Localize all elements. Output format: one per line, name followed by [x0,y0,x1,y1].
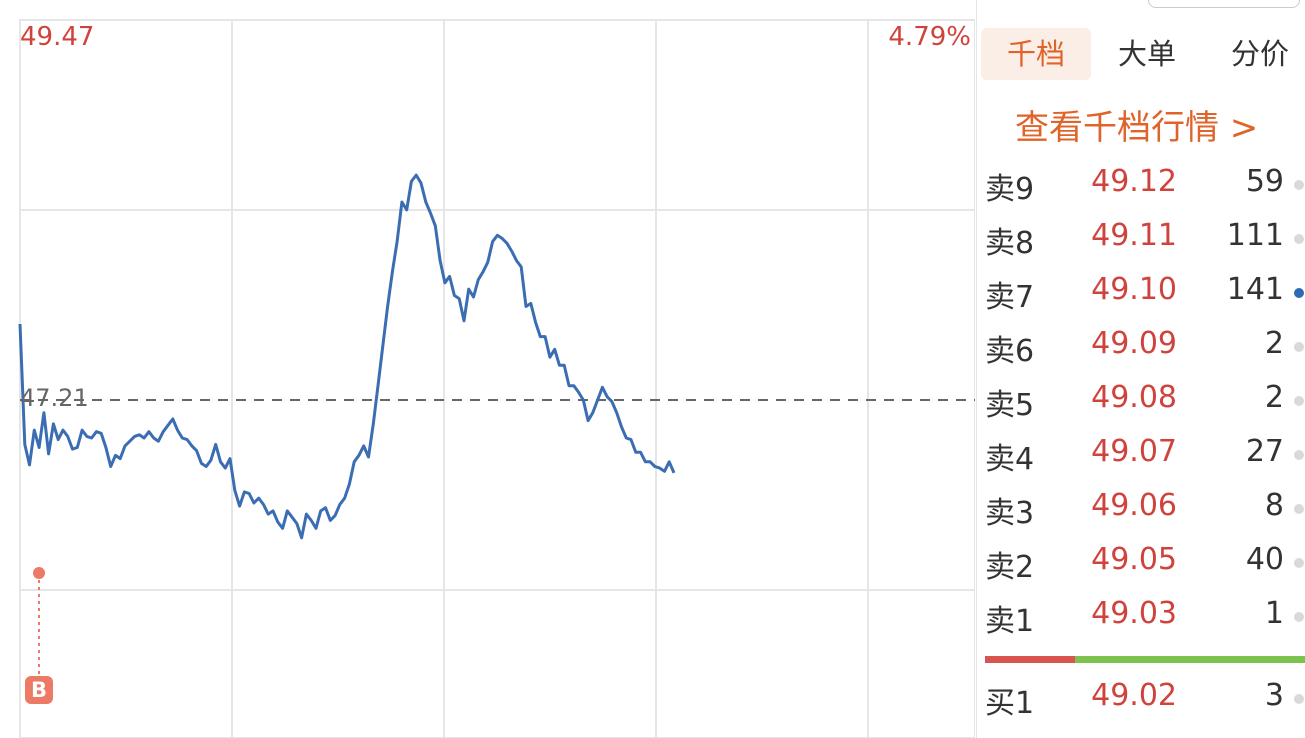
tab-dadan[interactable]: 大单 [1117,37,1176,71]
order-indicator-dot [1294,694,1304,704]
order-indicator-dot [1294,396,1304,406]
sell-order-row[interactable]: 卖6 49.09 2 [977,320,1305,374]
order-indicator-dot [1294,504,1304,514]
order-price: 49.12 [1091,164,1177,199]
intraday-chart[interactable]: 49.47 4.79% 47.21 B [0,0,975,738]
chart-canvas [18,19,975,738]
buy-sell-ratio-bar [985,656,1305,663]
sell-order-row[interactable]: 卖1 49.03 1 [977,590,1305,644]
price-line [18,173,676,540]
order-indicator-dot [1294,558,1304,568]
buy-point-dot [33,567,45,579]
order-label: 卖3 [985,496,1035,531]
order-price: 49.09 [1091,326,1177,361]
buy-ratio-fill [1075,656,1305,663]
order-price: 49.10 [1091,272,1177,307]
order-price: 49.08 [1091,380,1177,415]
sell-order-row[interactable]: 卖8 49.11 111 [977,212,1305,266]
sell-ratio-fill [985,656,1075,663]
tab-qiandang[interactable]: 千档 [981,28,1091,80]
sell-order-row[interactable]: 卖4 49.07 27 [977,428,1305,482]
order-indicator-dot [1294,612,1304,622]
order-volume: 2 [1264,326,1284,361]
view-qiandang-link[interactable]: 查看千档行情 > [1015,108,1259,148]
panel-tabs: 千档 大单 分价 [977,22,1305,86]
order-indicator-dot [1294,450,1304,460]
order-indicator-dot [1294,180,1304,190]
order-volume: 27 [1245,434,1284,469]
order-label: 卖2 [985,550,1035,585]
order-label: 卖4 [985,442,1035,477]
order-label: 卖9 [985,172,1035,207]
order-volume: 1 [1264,596,1284,631]
sell-order-row[interactable]: 卖7 49.10 141 [977,266,1305,320]
order-price: 49.02 [1091,678,1177,713]
order-indicator-dot [1294,342,1304,352]
order-indicator-dot [1294,288,1304,298]
order-price: 49.07 [1091,434,1177,469]
order-book-panel: 千档 大单 分价 查看千档行情 > 卖9 49.12 59 卖8 49.11 111 卖7 4… [976,0,1305,738]
order-label: 卖5 [985,388,1035,423]
chart-border [19,19,975,738]
order-price: 49.06 [1091,488,1177,523]
order-volume: 3 [1264,678,1284,713]
order-label: 卖6 [985,334,1035,369]
order-label: 买1 [985,686,1035,721]
order-price: 49.05 [1091,542,1177,577]
sell-order-row[interactable]: 卖9 49.12 59 [977,158,1305,212]
order-volume: 111 [1226,218,1284,253]
buy-order-row[interactable]: 买1 49.02 3 [977,672,1305,726]
price-high-label: 49.47 [20,22,95,52]
order-volume: 59 [1245,164,1284,199]
order-volume: 8 [1264,488,1284,523]
order-label: 卖1 [985,604,1035,639]
order-price: 49.03 [1091,596,1177,631]
tab-fenjia[interactable]: 分价 [1230,37,1289,71]
order-volume: 2 [1264,380,1284,415]
order-price: 49.11 [1091,218,1177,253]
buy-marker[interactable]: B [25,676,53,704]
order-volume: 141 [1226,272,1284,307]
sell-order-row[interactable]: 卖3 49.06 8 [977,482,1305,536]
order-label: 卖8 [985,226,1035,261]
order-volume: 40 [1245,542,1284,577]
sell-order-row[interactable]: 卖5 49.08 2 [977,374,1305,428]
order-indicator-dot [1294,234,1304,244]
prev-close-label: 47.21 [20,384,89,412]
sell-order-row[interactable]: 卖2 49.05 40 [977,536,1305,590]
pct-high-label: 4.79% [888,22,971,52]
order-label: 卖7 [985,280,1035,315]
